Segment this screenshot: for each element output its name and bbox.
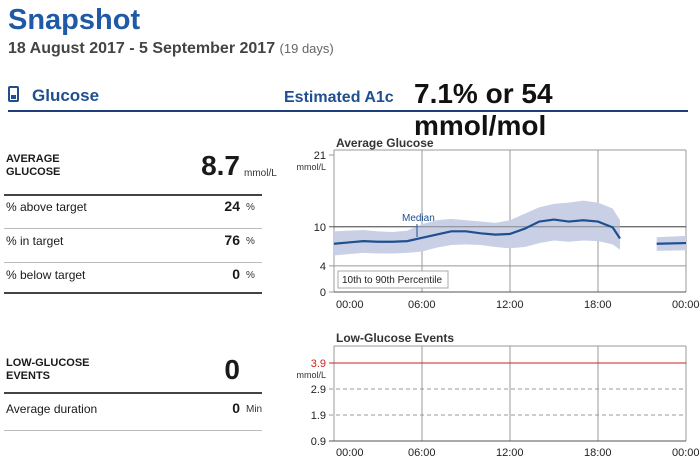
below-target-unit: % xyxy=(246,270,255,281)
average-glucose-unit: mmol/L xyxy=(244,168,277,179)
above-target-row: % above target 24 % xyxy=(4,194,262,229)
y-tick-label: 10 xyxy=(314,222,326,234)
low-events-row: LOW-GLUCOSE EVENTS 0 xyxy=(4,352,262,394)
average-glucose-row: AVERAGE GLUCOSE 8.7 mmol/L xyxy=(4,150,277,196)
device-icon xyxy=(8,86,19,102)
below-target-value: 0 xyxy=(232,266,240,282)
in-target-row: % in target 76 % xyxy=(4,228,262,263)
glucose-section-header: Glucose Estimated A1c 7.1% or 54 mmol/mo… xyxy=(8,78,688,141)
legend-label: 10th to 90th Percentile xyxy=(342,275,443,286)
x-tick-label: 06:00 xyxy=(408,447,436,459)
day-count: (19 days) xyxy=(279,41,334,56)
y-tick-label: 1.9 xyxy=(311,410,326,422)
percentile-band xyxy=(334,200,620,256)
x-tick-label: 12:00 xyxy=(496,299,524,311)
above-target-label: % above target xyxy=(6,200,87,214)
x-tick-label: 00:00 xyxy=(672,299,700,311)
low-events-value: 0 xyxy=(224,354,240,385)
y-tick-label: 21 xyxy=(314,150,326,162)
above-target-value: 24 xyxy=(224,198,240,214)
average-glucose-value: 8.7 xyxy=(201,150,240,181)
x-tick-label: 12:00 xyxy=(496,447,524,459)
below-target-row: % below target 0 % xyxy=(4,262,262,294)
average-duration-label: Average duration xyxy=(6,402,98,416)
in-target-value: 76 xyxy=(224,232,240,248)
y-tick-label: 0.9 xyxy=(311,436,326,448)
x-tick-label: 00:00 xyxy=(336,447,364,459)
legend-box xyxy=(337,270,449,289)
a1c-label: Estimated A1c xyxy=(284,89,394,106)
x-tick-label: 18:00 xyxy=(584,299,612,311)
y-tick-label: 0 xyxy=(320,287,326,299)
y-tick-label: 3.9 xyxy=(311,358,326,370)
y-axis-unit: mmol/L xyxy=(296,162,326,172)
x-tick-label: 06:00 xyxy=(408,299,436,311)
median-line xyxy=(333,218,621,245)
average-duration-unit: Min xyxy=(246,404,263,415)
in-target-unit: % xyxy=(246,236,255,247)
x-tick-label: 00:00 xyxy=(672,447,700,459)
low-events-label: LOW-GLUCOSE EVENTS xyxy=(6,357,90,382)
in-target-label: % in target xyxy=(6,234,64,248)
above-target-unit: % xyxy=(246,202,255,213)
y-tick-label: 2.9 xyxy=(311,384,326,396)
low-glucose-chart-title: Low-Glucose Events xyxy=(336,331,455,345)
section-title: Glucose xyxy=(32,86,100,105)
average-glucose-chart-title: Average Glucose xyxy=(336,136,434,150)
y-tick-label: 4 xyxy=(320,261,326,273)
a1c-value: 7.1% or 54 mmol/mol xyxy=(414,78,553,141)
average-duration-value: 0 xyxy=(232,400,240,416)
average-duration-row: Average duration 0 Min xyxy=(4,392,262,431)
date-range-text: 18 August 2017 - 5 September 2017 xyxy=(8,40,276,57)
average-glucose-label: AVERAGE GLUCOSE xyxy=(6,153,61,178)
median-line xyxy=(656,241,687,245)
y-axis-unit: mmol/L xyxy=(296,370,326,380)
page-title: Snapshot xyxy=(8,4,141,36)
date-range: 18 August 2017 - 5 September 2017 (19 da… xyxy=(8,40,334,58)
x-tick-label: 00:00 xyxy=(336,299,364,311)
below-target-label: % below target xyxy=(6,268,86,282)
median-label: Median xyxy=(402,213,435,224)
x-tick-label: 18:00 xyxy=(584,447,612,459)
